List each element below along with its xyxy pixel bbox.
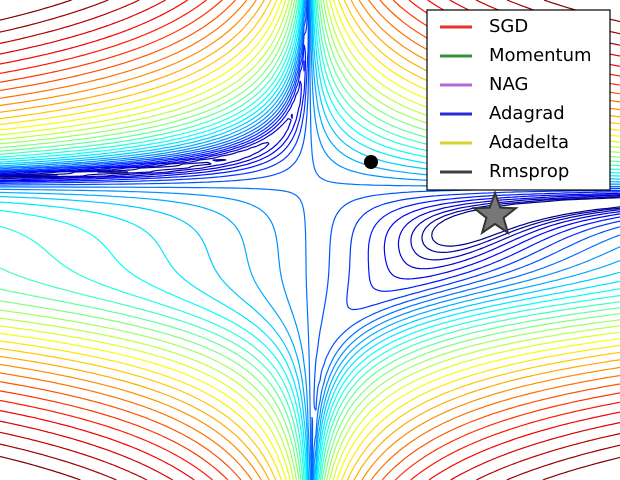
minimum-star bbox=[471, 190, 519, 236]
legend-label: Rmsprop bbox=[489, 161, 569, 182]
contour-line bbox=[0, 113, 620, 270]
legend-box bbox=[426, 9, 611, 191]
legend: SGD Momentum NAG Adagrad Adadelta Rmsprop bbox=[426, 9, 611, 191]
contour-line bbox=[0, 159, 620, 253]
legend-label: SGD bbox=[489, 16, 528, 37]
legend-label: Momentum bbox=[489, 45, 592, 66]
contour-line bbox=[0, 60, 620, 280]
contour-line bbox=[0, 141, 620, 261]
legend-label: Adagrad bbox=[489, 103, 565, 124]
legend-label: Adadelta bbox=[489, 132, 569, 153]
legend-label: NAG bbox=[489, 74, 528, 95]
start-point bbox=[364, 155, 378, 169]
